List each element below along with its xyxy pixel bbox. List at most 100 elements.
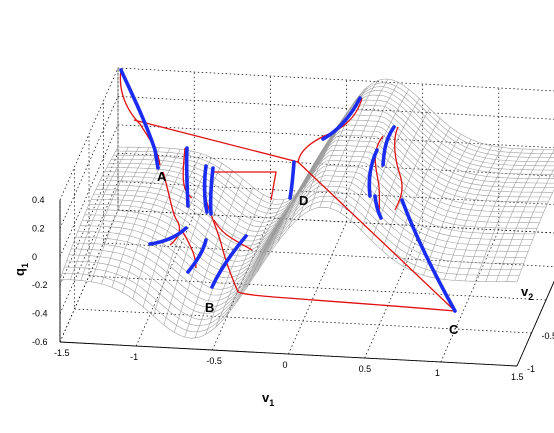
red-trajectory (211, 171, 277, 201)
z-tick-label: -0.6 (32, 337, 48, 347)
mesh-line (485, 149, 545, 282)
grid-line (59, 209, 554, 343)
mesh-line (153, 157, 212, 317)
blue-branch (184, 146, 190, 208)
blue-branch (288, 160, 296, 200)
blue-branch (381, 125, 396, 167)
z-tick-label: 0 (32, 252, 37, 262)
mesh-line (205, 194, 264, 335)
y-axis-label: v2 (521, 284, 533, 302)
x-tick-label: -0.5 (206, 356, 222, 366)
x-tick-label: 1.5 (511, 372, 524, 382)
blue-branch (400, 198, 457, 313)
red-trajectory (162, 171, 181, 246)
mesh-line (402, 133, 462, 267)
x-tick-label: 1 (435, 368, 440, 378)
mesh-line (360, 98, 420, 231)
blue-branch (367, 148, 379, 198)
mesh-line (423, 143, 482, 276)
mesh-line (132, 150, 191, 299)
grid-line (59, 152, 554, 286)
mesh-line (184, 178, 243, 338)
z-tick-label: -0.2 (32, 280, 48, 290)
mesh-line (257, 169, 316, 272)
mesh-line (91, 134, 549, 257)
blue-branch (321, 96, 362, 141)
grid-line (117, 68, 554, 234)
red-trajectory (182, 231, 197, 269)
grid-line (59, 181, 554, 314)
mesh-line (267, 151, 326, 257)
red-trajectory (182, 147, 193, 199)
mesh-line (80, 147, 140, 281)
mesh-line (412, 139, 472, 272)
z-tick-label: 0.2 (32, 223, 45, 233)
mesh-line (194, 187, 254, 339)
mesh-line (329, 78, 389, 209)
y-axis-line (516, 280, 554, 367)
red-trajectory (204, 195, 456, 312)
mesh-line (70, 146, 129, 280)
x-axis-label: v1 (262, 390, 274, 408)
mesh-line (464, 148, 524, 282)
mesh-line (381, 118, 441, 251)
red-trajectory (394, 126, 403, 211)
mesh-line (350, 89, 410, 221)
point-label-b: B (205, 300, 214, 315)
mesh-line (90, 147, 150, 282)
mesh-line (371, 108, 430, 241)
mesh-line (340, 82, 399, 213)
grid-line (103, 101, 554, 268)
grid-line (59, 67, 554, 201)
grid-line (59, 200, 518, 367)
mesh-line (109, 94, 554, 218)
blue-branch (119, 68, 160, 170)
mesh-line (298, 98, 358, 218)
y-tick-label: -0.5 (542, 331, 554, 341)
mesh-line (454, 148, 513, 281)
trajectory-curves (119, 68, 457, 313)
red-trajectory (297, 97, 363, 163)
red-trajectory (213, 219, 253, 251)
x-tick-label: -1 (130, 352, 138, 362)
blue-branch (208, 166, 215, 216)
mesh-line (475, 149, 534, 282)
mesh-line (319, 80, 378, 208)
blue-branch (210, 234, 248, 289)
mesh-line (495, 149, 554, 282)
mesh-line (277, 132, 337, 242)
axis-grid (59, 67, 554, 367)
mesh-line (111, 148, 171, 288)
grid-line (288, 80, 347, 355)
x-tick-label: 0.5 (359, 364, 372, 374)
grid-line (59, 124, 554, 257)
blue-branch (186, 238, 208, 274)
z-tick-label: -0.4 (32, 309, 48, 319)
mesh-line (59, 146, 119, 280)
mesh-line (392, 126, 451, 260)
mesh-line (433, 145, 493, 278)
mesh-line (142, 153, 202, 308)
grid-line (74, 167, 532, 334)
blue-branch (373, 194, 383, 220)
point-label-d: D (299, 193, 308, 208)
grid-line (135, 72, 195, 347)
mesh-line (225, 199, 285, 317)
mesh-line (444, 147, 503, 280)
grid-line (59, 96, 554, 229)
x-tick-label: 0 (283, 360, 288, 370)
grid-line (88, 134, 547, 301)
mesh-line (236, 194, 295, 303)
mesh-line (215, 198, 275, 328)
blue-branch (148, 226, 188, 246)
mesh-line (506, 168, 554, 282)
point-label-a: A (157, 169, 167, 184)
x-tick-label: -1.5 (54, 348, 70, 358)
z-tick-label: 0.4 (32, 195, 45, 205)
tick-labels: -1.5-1-0.500.511.5-1-0.500.510.40.20-0.2… (32, 195, 554, 382)
blue-branch (202, 164, 209, 214)
z-axis-label: q1 (12, 263, 30, 276)
x-axis-line (59, 341, 518, 367)
mesh-line (246, 184, 306, 288)
